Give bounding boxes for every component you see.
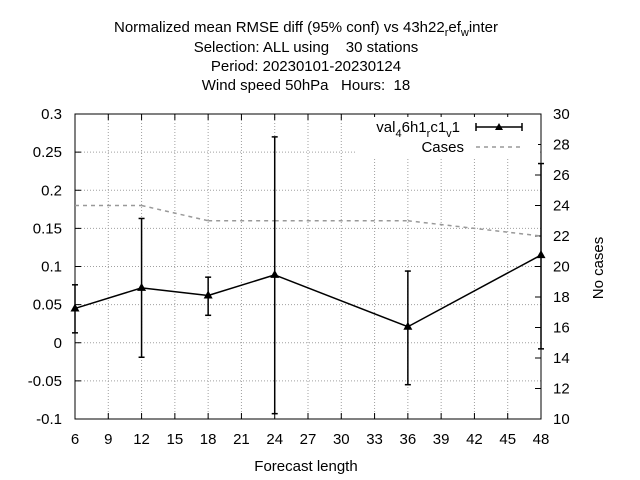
cases-line-segment bbox=[141, 204, 209, 222]
title-line-4: Wind speed 50hPa Hours: 18 bbox=[202, 77, 410, 94]
y-left-tick-label: -0.1 bbox=[36, 411, 62, 428]
x-tick-label: 15 bbox=[167, 431, 184, 448]
x-tick-label: 48 bbox=[533, 431, 550, 448]
y-left-tick-label: -0.05 bbox=[28, 373, 62, 390]
y-right-tick-label: 20 bbox=[553, 259, 570, 276]
title-line-3: Period: 20230101-20230124 bbox=[211, 58, 401, 75]
x-tick-label: 9 bbox=[104, 431, 112, 448]
x-tick-label: 36 bbox=[400, 431, 417, 448]
y-right-axis-ticks: 30 28 26 24 22 20 18 16 14 12 10 bbox=[535, 106, 570, 428]
y-left-tick-label: 0.25 bbox=[33, 144, 62, 161]
legend-background bbox=[355, 117, 538, 157]
x-tick-label: 18 bbox=[200, 431, 217, 448]
val-point-marker bbox=[270, 269, 280, 278]
x-axis-label: Forecast length bbox=[254, 458, 357, 475]
val-series bbox=[70, 136, 546, 415]
cases-series bbox=[75, 204, 542, 237]
val-line-segment bbox=[141, 287, 209, 297]
title-line-2: Selection: ALL using 30 stations bbox=[194, 39, 419, 56]
y-right-axis-label: No cases bbox=[590, 237, 607, 300]
x-tick-label: 12 bbox=[133, 431, 150, 448]
title-line-1: Normalized mean RMSE diff (95% conf) vs … bbox=[114, 19, 498, 39]
y-right-tick-label: 30 bbox=[553, 106, 570, 123]
y-right-tick-label: 14 bbox=[553, 350, 570, 367]
val-line-segment bbox=[207, 274, 275, 297]
legend-val-label: val46h1rc1v1 bbox=[376, 119, 460, 140]
y-right-tick-label: 10 bbox=[553, 411, 570, 428]
cases-line-segment bbox=[407, 220, 542, 237]
y-right-tick-label: 28 bbox=[553, 137, 570, 154]
val-point-marker bbox=[137, 282, 147, 291]
x-tick-label: 24 bbox=[266, 431, 283, 448]
y-left-axis-ticks: 0.3 0.25 0.2 0.15 0.1 0.05 0 -0.05 -0.1 bbox=[28, 106, 81, 428]
val-line-segment bbox=[74, 287, 142, 310]
val-line-segment bbox=[274, 274, 409, 328]
y-left-tick-label: 0.15 bbox=[33, 220, 62, 237]
y-right-tick-label: 26 bbox=[553, 167, 570, 184]
y-left-tick-label: 0.1 bbox=[41, 259, 62, 276]
legend-cases-label: Cases bbox=[421, 139, 464, 156]
y-right-tick-label: 24 bbox=[553, 198, 570, 215]
x-tick-label: 33 bbox=[366, 431, 383, 448]
y-left-tick-label: 0.05 bbox=[33, 297, 62, 314]
legend: val46h1rc1v1 Cases bbox=[355, 117, 538, 157]
y-right-tick-label: 12 bbox=[553, 381, 570, 398]
val-line-segment bbox=[407, 254, 542, 328]
val-point-marker bbox=[70, 303, 80, 312]
x-tick-label: 6 bbox=[71, 431, 79, 448]
y-left-tick-label: 0 bbox=[54, 335, 62, 352]
y-left-tick-label: 0.3 bbox=[41, 106, 62, 123]
y-right-tick-label: 22 bbox=[553, 228, 570, 245]
y-right-tick-label: 16 bbox=[553, 320, 570, 337]
x-tick-label: 45 bbox=[499, 431, 516, 448]
val-point-marker bbox=[203, 290, 213, 299]
x-tick-label: 21 bbox=[233, 431, 250, 448]
x-tick-label: 39 bbox=[433, 431, 450, 448]
val-point-marker bbox=[403, 321, 413, 330]
y-left-tick-label: 0.2 bbox=[41, 182, 62, 199]
x-axis-ticks: 6 9 12 15 18 21 24 27 30 33 36 39 42 45 48 bbox=[71, 114, 550, 448]
y-right-tick-label: 18 bbox=[553, 289, 570, 306]
legend-val-marker bbox=[495, 123, 503, 130]
chart-title: Normalized mean RMSE diff (95% conf) vs … bbox=[114, 19, 498, 94]
x-tick-label: 27 bbox=[300, 431, 317, 448]
x-tick-label: 42 bbox=[466, 431, 483, 448]
val-point-marker bbox=[536, 250, 546, 259]
x-tick-label: 30 bbox=[333, 431, 350, 448]
